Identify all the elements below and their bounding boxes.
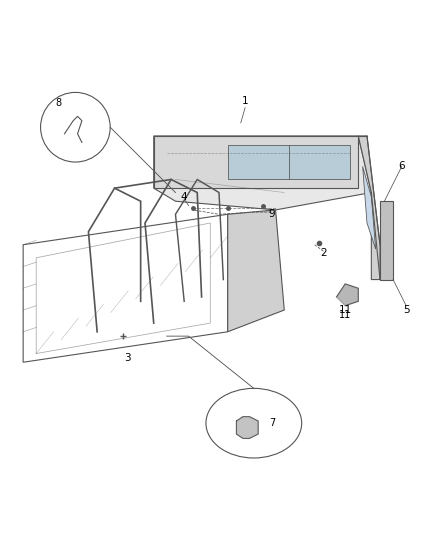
Polygon shape bbox=[380, 201, 393, 279]
Polygon shape bbox=[336, 284, 358, 305]
Text: 9: 9 bbox=[268, 209, 275, 219]
Text: 6: 6 bbox=[399, 161, 405, 172]
Text: 8: 8 bbox=[55, 98, 61, 108]
Text: 1: 1 bbox=[242, 96, 248, 106]
Polygon shape bbox=[237, 417, 258, 439]
Text: 11: 11 bbox=[339, 310, 351, 320]
Polygon shape bbox=[228, 144, 350, 180]
Polygon shape bbox=[358, 136, 380, 279]
Polygon shape bbox=[154, 136, 358, 188]
Polygon shape bbox=[363, 166, 376, 249]
Text: 2: 2 bbox=[320, 248, 327, 259]
Text: 7: 7 bbox=[269, 418, 276, 428]
Text: 11: 11 bbox=[339, 305, 352, 315]
Text: 5: 5 bbox=[403, 305, 410, 315]
Text: 4: 4 bbox=[181, 192, 187, 202]
Polygon shape bbox=[154, 136, 371, 210]
Polygon shape bbox=[228, 210, 284, 332]
Text: 3: 3 bbox=[124, 353, 131, 363]
